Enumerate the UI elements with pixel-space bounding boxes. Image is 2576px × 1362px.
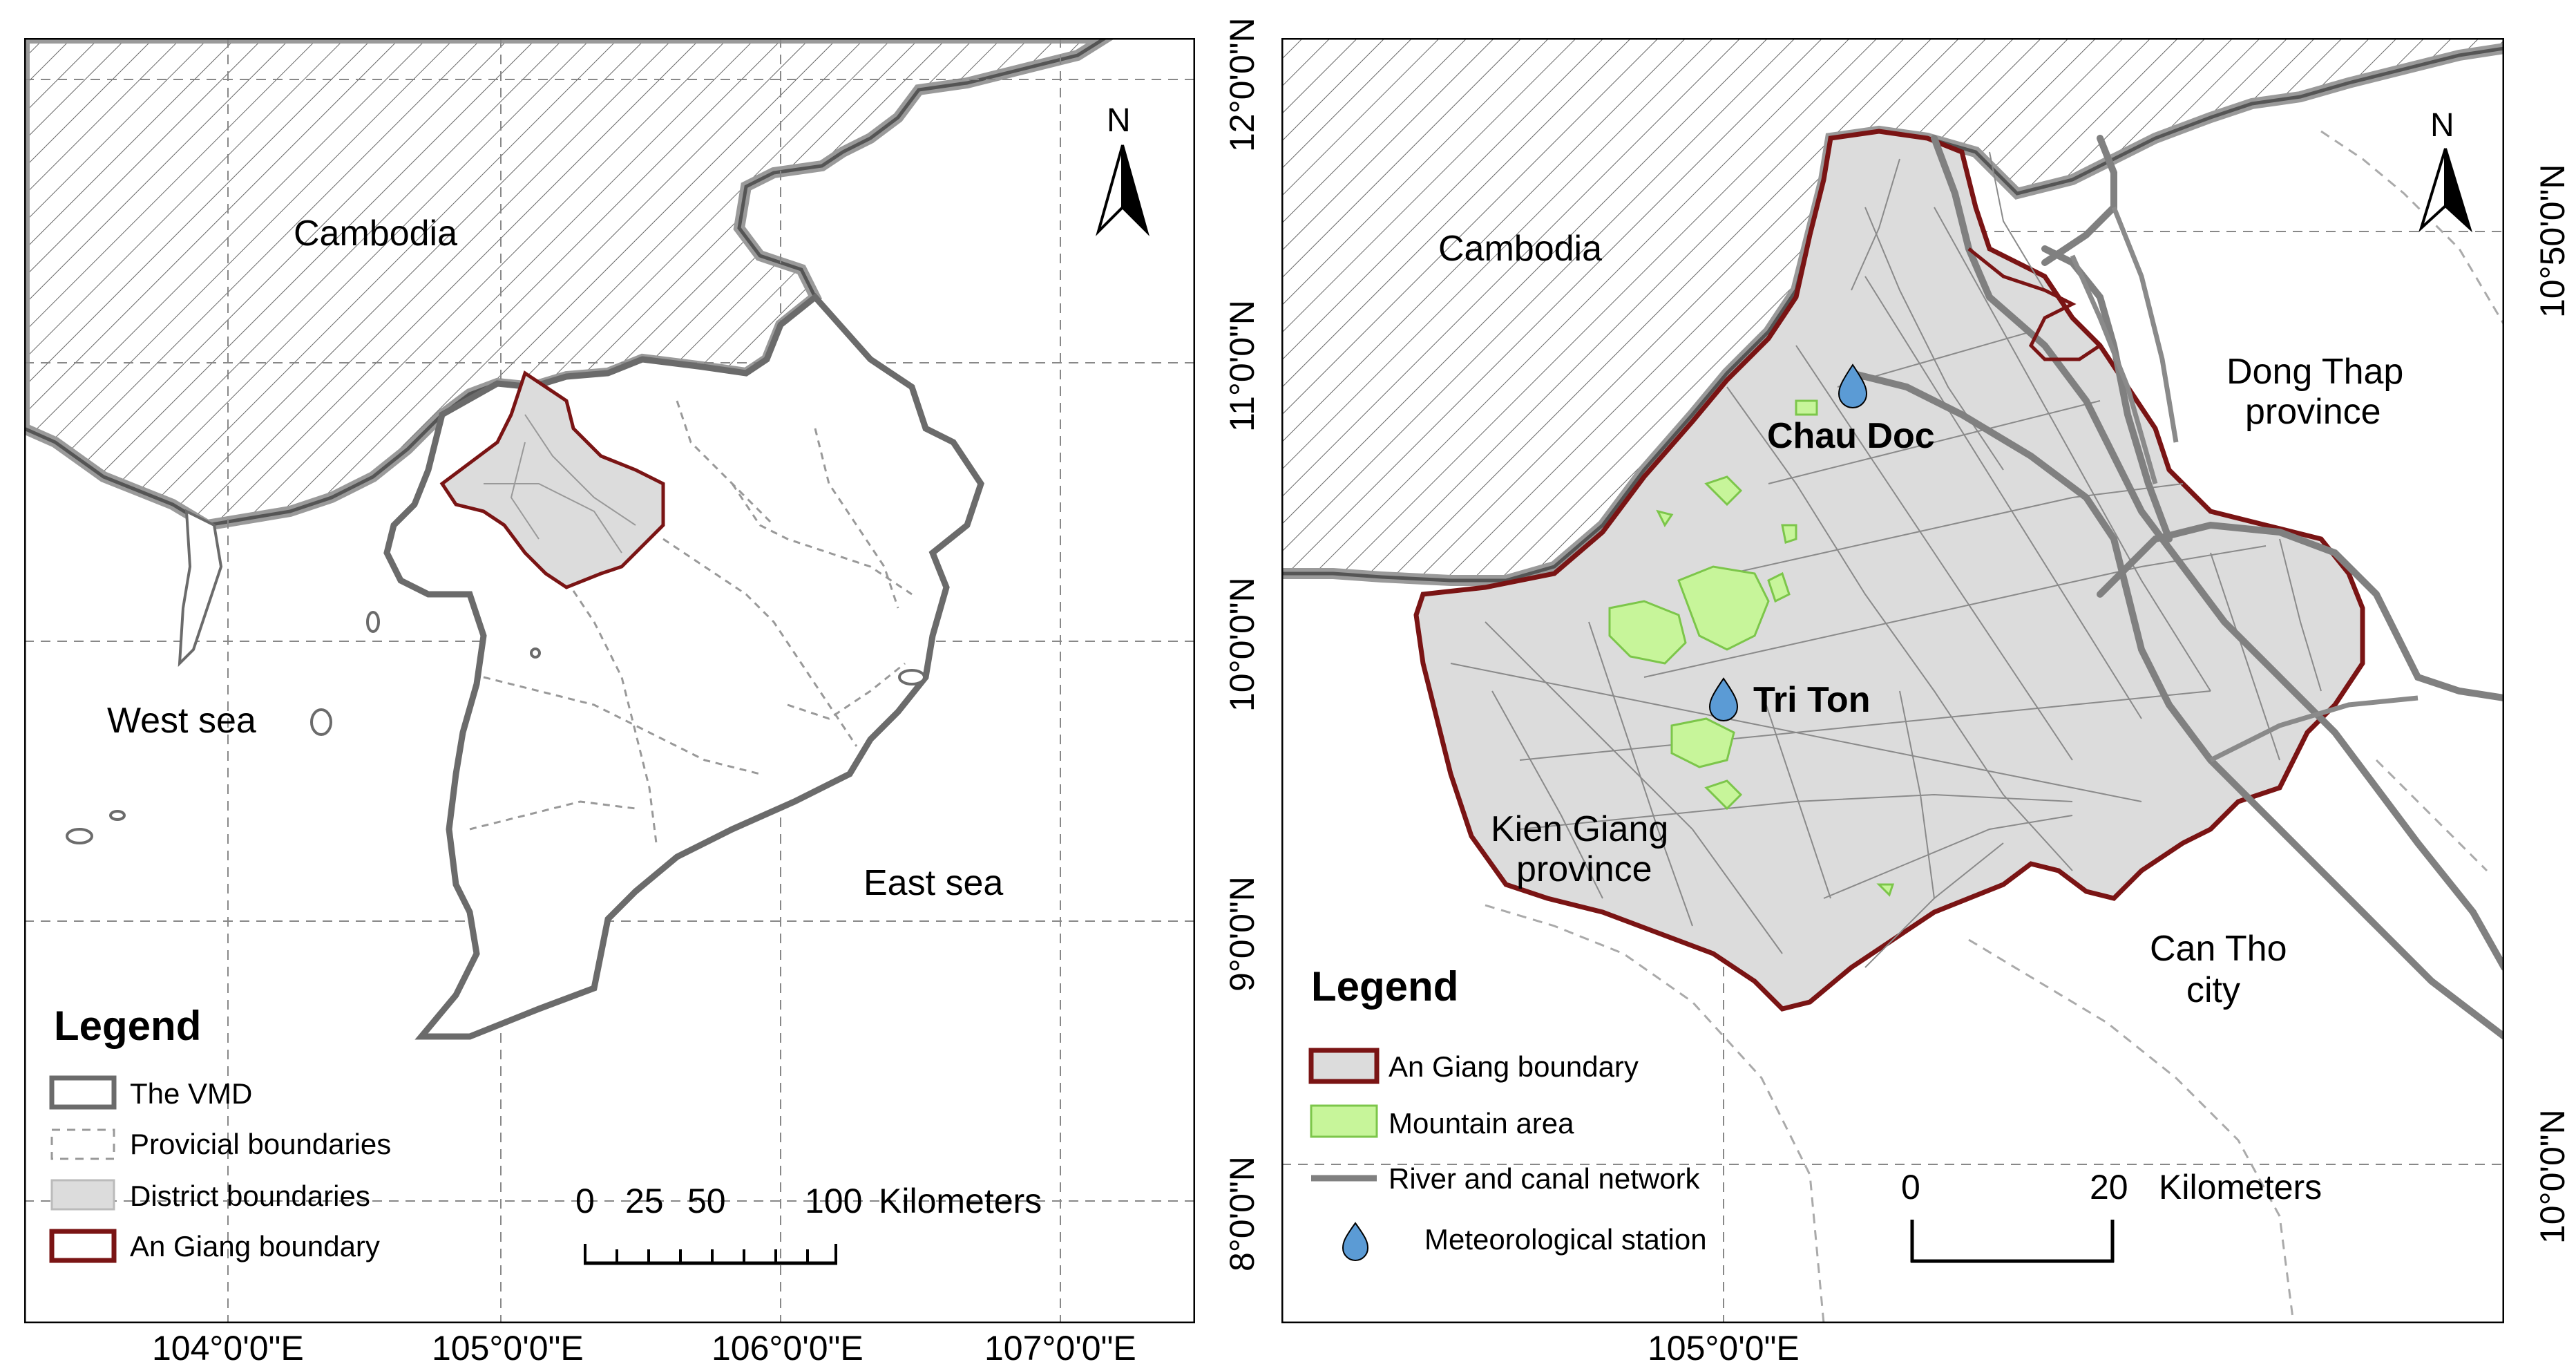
left-map-panel: Cambodia West sea East sea N Legend The …: [24, 17, 1261, 1362]
cambodia-region-right: [1281, 38, 2504, 580]
svg-text:N: N: [2430, 107, 2454, 144]
svg-text:25: 25: [625, 1182, 664, 1220]
station-chau-doc: Chau Doc: [1767, 363, 1935, 456]
vmd-outline: [383, 292, 984, 1040]
svg-text:10°0'0"N: 10°0'0"N: [1223, 577, 1261, 712]
station-tri-ton: Tri Ton: [1708, 677, 1870, 721]
svg-text:Kilometers: Kilometers: [2159, 1168, 2322, 1207]
right-map-panel: Chau Doc Tri Ton Cambodia Dong Thap prov…: [1281, 38, 2572, 1362]
svg-text:Tri Ton: Tri Ton: [1753, 680, 1870, 720]
mountain-areas: [1608, 399, 1895, 897]
scale-bar-right: 0 20 Kilometers: [1901, 1168, 2322, 1263]
svg-text:9°0'0"N: 9°0'0"N: [1223, 876, 1261, 992]
svg-text:Mountain area: Mountain area: [1389, 1107, 1574, 1139]
svg-text:The VMD: The VMD: [130, 1077, 252, 1110]
svg-text:106°0'0"E: 106°0'0"E: [712, 1329, 864, 1362]
right-lon-tick: 105°0'0"E: [1648, 1329, 1800, 1362]
legend-left: Legend The VMD Provicial boundaries Dist…: [49, 1003, 391, 1263]
svg-text:105°0'0"E: 105°0'0"E: [432, 1329, 584, 1362]
can-tho-label-1: Can Tho: [2150, 929, 2287, 969]
cambodia-label-right: Cambodia: [1438, 229, 1602, 269]
north-arrow-right: N: [2418, 107, 2473, 233]
svg-text:District boundaries: District boundaries: [130, 1180, 370, 1212]
svg-text:107°0'0"E: 107°0'0"E: [984, 1329, 1136, 1362]
svg-text:An Giang boundary: An Giang boundary: [1389, 1050, 1639, 1083]
canal-network: [1450, 151, 2322, 968]
svg-text:Provicial boundaries: Provicial boundaries: [130, 1128, 391, 1160]
svg-text:An Giang boundary: An Giang boundary: [130, 1230, 380, 1262]
east-sea-label: East sea: [864, 863, 1003, 903]
svg-text:0: 0: [1901, 1168, 1920, 1207]
svg-text:12°0'0"N: 12°0'0"N: [1223, 17, 1261, 152]
svg-text:River and canal network: River and canal network: [1389, 1162, 1701, 1195]
svg-text:0: 0: [575, 1182, 595, 1220]
an-giang-region-left: [439, 370, 665, 589]
svg-text:11°0'0"N: 11°0'0"N: [1223, 300, 1261, 432]
dong-thap-label-2: province: [2245, 392, 2381, 432]
svg-text:Kilometers: Kilometers: [879, 1182, 1042, 1220]
svg-text:104°0'0"E: 104°0'0"E: [152, 1329, 304, 1362]
west-sea-label: West sea: [107, 701, 256, 741]
provincial-boundaries: [469, 400, 913, 844]
svg-text:N: N: [1107, 102, 1131, 139]
svg-text:Legend: Legend: [1311, 963, 1458, 1010]
cambodia-label-left: Cambodia: [294, 214, 457, 254]
major-rivers: [1848, 135, 2504, 1040]
kien-giang-label-2: province: [1516, 849, 1652, 889]
svg-text:Chau Doc: Chau Doc: [1767, 416, 1935, 456]
north-arrow-left: N: [1096, 102, 1149, 236]
svg-text:8°0'0"N: 8°0'0"N: [1223, 1156, 1261, 1271]
right-lat-tick-1: 10°50'0"N: [2533, 164, 2572, 318]
left-lat-ticks: 12°0'0"N 11°0'0"N 10°0'0"N 9°0'0"N 8°0'0…: [1223, 17, 1261, 1271]
islands: [66, 509, 926, 844]
scale-bar-left: 0 25 50 100 Kilometers: [575, 1182, 1042, 1265]
svg-text:100: 100: [805, 1182, 862, 1220]
can-tho-label-2: city: [2186, 970, 2240, 1010]
svg-text:50: 50: [687, 1182, 726, 1220]
right-lat-tick-2: 10°0'0"N: [2533, 1109, 2572, 1244]
svg-text:Legend: Legend: [54, 1003, 201, 1049]
svg-text:Meteorological station: Meteorological station: [1424, 1223, 1707, 1256]
svg-text:20: 20: [2090, 1168, 2128, 1207]
left-lon-ticks: 104°0'0"E 105°0'0"E 106°0'0"E 107°0'0"E: [152, 1329, 1136, 1362]
dong-thap-label-1: Dong Thap: [2226, 352, 2403, 392]
legend-right: Legend An Giang boundary Mountain area R…: [1308, 963, 1707, 1261]
kien-giang-label-1: Kien Giang: [1491, 809, 1668, 849]
